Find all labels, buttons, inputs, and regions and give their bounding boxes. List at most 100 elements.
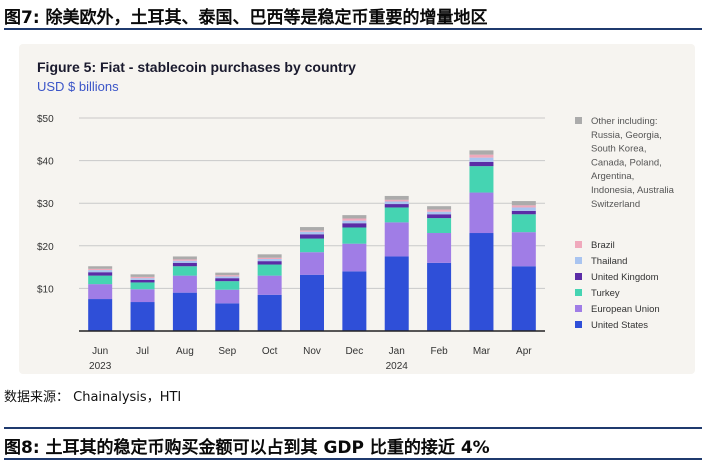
bar-segment (215, 278, 240, 282)
bar-segment (342, 243, 367, 272)
bar-segment (215, 275, 240, 277)
legend-swatch (575, 257, 582, 264)
legend-label-other: Russia, Georgia, (591, 130, 662, 141)
bar-segment (215, 289, 240, 304)
bar-segment (384, 201, 409, 205)
bar-segment (384, 195, 409, 200)
figure-8-caption: 图8: 土耳其的稳定币购买金额可以占到其 GDP 比重的接近 4% (4, 438, 490, 458)
gridlines: $10 $20 $30 $40 $50 (37, 114, 545, 295)
bar-segment (130, 274, 155, 277)
y-tick-label: $40 (37, 157, 54, 168)
bar-segment (342, 215, 367, 219)
legend-label-other: Indonesia, Australia (591, 185, 675, 196)
bar-segment (130, 289, 155, 303)
bar-segment (469, 150, 494, 155)
x-tick-label: Nov (303, 346, 321, 357)
legend-swatch (575, 289, 582, 296)
x-axis: Jun 2023 Jul Aug Sep Oct Nov Dec Jan 2024 Feb Mar Ap… (79, 330, 545, 372)
bar-segment (88, 299, 113, 331)
bar-segment (300, 238, 324, 253)
bar-segment (88, 270, 113, 273)
section-rule (4, 427, 702, 429)
x-tick-label: Jan (389, 346, 405, 357)
bar-segment (384, 204, 409, 208)
bar-segment (172, 266, 197, 276)
stacked-bar-chart: Figure 5: Fiat - stablecoin purchases by… (37, 59, 675, 372)
bar-segment (300, 230, 324, 232)
legend-swatch (575, 241, 582, 248)
bar-segment (257, 294, 282, 331)
source-note: 数据来源： Chainalysis，HTI (4, 390, 182, 405)
bar-segment (342, 218, 367, 221)
x-tick-label: Aug (176, 346, 194, 357)
legend-label-other: Argentina, (591, 171, 634, 182)
legend-label: Turkey (591, 288, 620, 299)
bar-segment (384, 256, 409, 331)
bar-segment (427, 209, 452, 212)
figure-7-caption: 图7: 除美欧外，土耳其、泰国、巴西等是稳定币重要的增量地区 (4, 8, 488, 28)
bar-segment (88, 272, 113, 276)
bar-segment (384, 222, 409, 257)
bar-segment (342, 227, 367, 244)
bar-segment (215, 272, 240, 276)
legend-label: Thailand (591, 256, 627, 267)
caption-rule-2 (4, 458, 702, 460)
bar-segment (427, 206, 452, 210)
bar-segment (469, 154, 494, 158)
x-tick-label: Mar (473, 346, 491, 357)
bar-segment (427, 218, 452, 234)
bar-segment (511, 214, 536, 233)
bar-segment (172, 275, 197, 293)
bar-segment (257, 259, 282, 262)
bar-segment (88, 268, 113, 271)
bar-segment (257, 264, 282, 276)
bar-segment (469, 233, 494, 331)
bar-segment (257, 261, 282, 265)
legend-swatch (575, 321, 582, 328)
bar-segment (130, 279, 155, 283)
legend-swatch (575, 117, 582, 124)
bar-segment (511, 210, 536, 215)
bar-segment (342, 220, 367, 224)
bar-segment (172, 260, 197, 263)
bar-segment (172, 262, 197, 267)
legend-label-other: Canada, Poland, (591, 157, 662, 168)
bar-segment (300, 252, 324, 275)
x-tick-year: 2024 (386, 361, 409, 372)
y-tick-label: $30 (37, 199, 54, 210)
chart-title: Figure 5: Fiat - stablecoin purchases by… (37, 59, 356, 75)
x-tick-label: Sep (218, 346, 236, 357)
bar-segment (257, 275, 282, 295)
legend-label: European Union (591, 304, 660, 315)
bars (88, 150, 536, 331)
bar-segment (511, 232, 536, 267)
bar-segment (342, 271, 367, 331)
bar-segment (427, 262, 452, 331)
bar-segment (88, 275, 113, 285)
bar-segment (427, 214, 452, 219)
caption-rule (4, 28, 702, 30)
legend-swatch (575, 273, 582, 280)
bar-segment (300, 231, 324, 235)
legend-label-other: Switzerland (591, 199, 640, 210)
bar-segment (215, 276, 240, 279)
x-tick-label: Oct (262, 346, 278, 357)
x-tick-label: Jul (136, 346, 149, 357)
x-tick-year: 2023 (89, 361, 112, 372)
bar-segment (511, 205, 536, 208)
bar-segment (427, 233, 452, 263)
y-tick-label: $10 (37, 284, 54, 295)
bar-segment (427, 211, 452, 215)
legend: Other including: Russia, Georgia, South Ko… (575, 116, 675, 331)
bar-segment (342, 223, 367, 228)
bar-segment (215, 281, 240, 290)
x-tick-label: Jun (92, 346, 108, 357)
y-tick-label: $20 (37, 242, 54, 253)
legend-label-other: South Korea, (591, 144, 646, 155)
bar-segment (469, 192, 494, 234)
bar-segment (384, 199, 409, 202)
x-tick-label: Dec (345, 346, 363, 357)
bar-segment (469, 161, 494, 167)
bar-segment (130, 282, 155, 290)
bar-segment (172, 259, 197, 261)
